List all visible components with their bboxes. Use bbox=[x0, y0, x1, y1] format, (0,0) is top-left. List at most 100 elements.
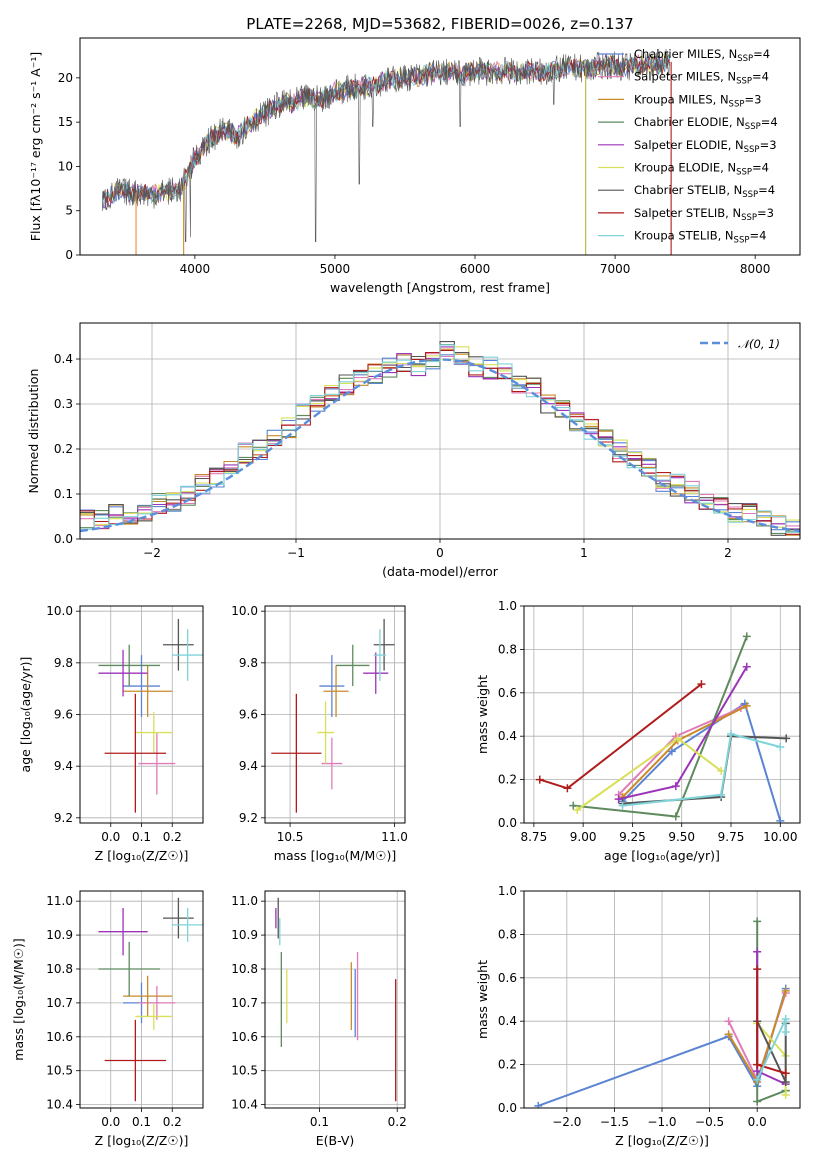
y-tick-label: 11.0 bbox=[231, 894, 258, 908]
y-axis-label: Normed distribution bbox=[26, 369, 41, 494]
y-tick-label: 0.4 bbox=[498, 1014, 517, 1028]
y-tick-label: 0.0 bbox=[498, 816, 517, 830]
axes-frame bbox=[79, 890, 204, 1109]
legend-entry: Chabrier ELODIE, NSSP=4 bbox=[634, 115, 778, 132]
y-tick-label: 10.7 bbox=[46, 996, 73, 1010]
x-tick-label: 8.75 bbox=[520, 830, 547, 844]
y-tick-label: 0.2 bbox=[54, 442, 73, 456]
x-tick-label: 10.00 bbox=[763, 830, 797, 844]
y-tick-label: 0.6 bbox=[498, 686, 517, 700]
axes-frame bbox=[523, 605, 801, 824]
axes-frame bbox=[79, 37, 801, 256]
axes-frame bbox=[79, 322, 801, 540]
x-tick-label: 0.1 bbox=[310, 1115, 329, 1129]
weight-point bbox=[781, 1077, 790, 1086]
legend-entry: Salpeter MILES, NSSP=4 bbox=[634, 70, 769, 87]
x-tick-label: 8000 bbox=[740, 262, 771, 276]
plot-area bbox=[98, 618, 203, 813]
weight-series bbox=[622, 732, 781, 807]
weight-point bbox=[614, 795, 623, 804]
x-axis-label: mass [log₁₀(M/M☉)] bbox=[274, 848, 396, 863]
y-tick-label: 10.9 bbox=[231, 928, 258, 942]
x-axis-label: Z [log₁₀(Z/Z☉)] bbox=[615, 1133, 709, 1148]
legend-entry: Kroupa MILES, NSSP=3 bbox=[634, 92, 761, 109]
x-tick-label: −2 bbox=[143, 546, 161, 560]
y-tick-label: 10.6 bbox=[46, 1030, 73, 1044]
y-tick-label: 10.8 bbox=[231, 962, 258, 976]
y-tick-label: 0.0 bbox=[498, 1101, 517, 1115]
residual-histogram bbox=[80, 344, 800, 533]
weight-point bbox=[753, 1075, 762, 1084]
legend-entry: Kroupa STELIB, NSSP=4 bbox=[634, 229, 766, 246]
weight-point bbox=[724, 1017, 733, 1026]
x-tick-label: 0.0 bbox=[748, 1115, 767, 1129]
y-tick-label: 0.0 bbox=[54, 532, 73, 546]
weight-point bbox=[781, 1090, 790, 1099]
y-tick-label: 9.8 bbox=[239, 656, 258, 670]
panel-spectrum: 4000 5000 6000 7000 8000 0 5 10 15 20 wavelength [… bbox=[28, 37, 801, 295]
x-tick-label: 0.2 bbox=[388, 1115, 407, 1129]
plot-area bbox=[534, 917, 790, 1108]
legend: Chabrier MILES, NSSP=4 Salpeter MILES, NS… bbox=[598, 47, 778, 246]
x-tick-label: 5000 bbox=[320, 262, 351, 276]
y-tick-label: 20 bbox=[58, 71, 73, 85]
weight-point bbox=[724, 1030, 733, 1039]
figure-title: PLATE=2268, MJD=53682, FIBERID=0026, z=0… bbox=[246, 15, 633, 33]
weight-point bbox=[782, 734, 791, 743]
x-tick-label: 4000 bbox=[180, 262, 211, 276]
x-tick-label: 2 bbox=[724, 546, 732, 560]
weight-point bbox=[776, 743, 785, 752]
residual-histogram bbox=[80, 341, 800, 536]
axes-frame bbox=[523, 890, 801, 1109]
legend-entry: Salpeter ELODIE, NSSP=3 bbox=[634, 138, 777, 155]
x-tick-label: 9.75 bbox=[718, 830, 745, 844]
weight-point bbox=[753, 917, 762, 926]
weight-point bbox=[573, 805, 582, 814]
y-tick-label: 0.1 bbox=[54, 487, 73, 501]
weight-point bbox=[742, 632, 751, 641]
y-axis-label: Flux [fλ10⁻¹⁷ erg cm⁻² s⁻¹ A⁻¹] bbox=[28, 52, 43, 241]
y-axis-label: mass weight bbox=[475, 960, 490, 1039]
weight-point bbox=[781, 1028, 790, 1037]
normal-curve bbox=[80, 358, 800, 533]
x-tick-label: 9.00 bbox=[570, 830, 597, 844]
y-tick-label: 5 bbox=[65, 204, 73, 218]
legend: 𝒩(0, 1) bbox=[700, 337, 780, 351]
x-axis-label: Z [log₁₀(Z/Z☉)] bbox=[95, 1133, 189, 1148]
y-tick-label: 10.0 bbox=[231, 604, 258, 618]
x-tick-label: 0.1 bbox=[132, 1115, 151, 1129]
x-tick-label: 7000 bbox=[600, 262, 631, 276]
panel-residuals: −2 −1 0 1 2 0.0 0.1 0.2 0.3 0.4 (data-model)/error… bbox=[26, 322, 801, 579]
weight-point bbox=[727, 730, 735, 739]
plot-area bbox=[271, 618, 395, 813]
legend-entry: Kroupa ELODIE, NSSP=4 bbox=[634, 161, 769, 178]
x-tick-label: 0 bbox=[436, 546, 444, 560]
x-tick-label: −0.5 bbox=[695, 1115, 724, 1129]
weight-point bbox=[618, 801, 627, 810]
x-tick-label: 0.2 bbox=[163, 1115, 182, 1129]
y-tick-label: 10.5 bbox=[46, 1064, 73, 1078]
y-tick-label: 10.0 bbox=[46, 604, 73, 618]
legend-entry: Chabrier MILES, NSSP=4 bbox=[634, 47, 770, 64]
x-tick-label: 0.0 bbox=[101, 830, 120, 844]
weight-point bbox=[697, 680, 706, 689]
x-tick-label: −1.0 bbox=[647, 1115, 676, 1129]
weight-point bbox=[742, 701, 751, 710]
x-tick-label: 0.1 bbox=[132, 830, 151, 844]
y-tick-label: 0.4 bbox=[54, 352, 73, 366]
y-tick-label: 10.6 bbox=[231, 1030, 258, 1044]
y-tick-label: 10 bbox=[58, 159, 73, 173]
legend-entry: Salpeter STELIB, NSSP=3 bbox=[634, 206, 774, 223]
y-tick-label: 0 bbox=[65, 248, 73, 262]
x-tick-label: −2.0 bbox=[552, 1115, 581, 1129]
panel-age_vs_mass: 10.5 11.0 9.2 9.4 9.6 9.8 10.0 mass [log₁₀(M/M☉… bbox=[231, 604, 408, 863]
plot-area bbox=[80, 341, 800, 536]
y-axis-label: mass weight bbox=[475, 675, 490, 754]
y-tick-label: 0.8 bbox=[498, 642, 517, 656]
y-tick-label: 10.9 bbox=[46, 928, 73, 942]
panel-mass_vs_Z: 0.0 0.1 0.2 10.4 10.5 10.6 10.7 10.8 10.9 11.0 Z [… bbox=[11, 890, 204, 1148]
y-tick-label: 0.3 bbox=[54, 397, 73, 411]
y-tick-label: 9.6 bbox=[54, 708, 73, 722]
x-tick-label: 6000 bbox=[460, 262, 491, 276]
